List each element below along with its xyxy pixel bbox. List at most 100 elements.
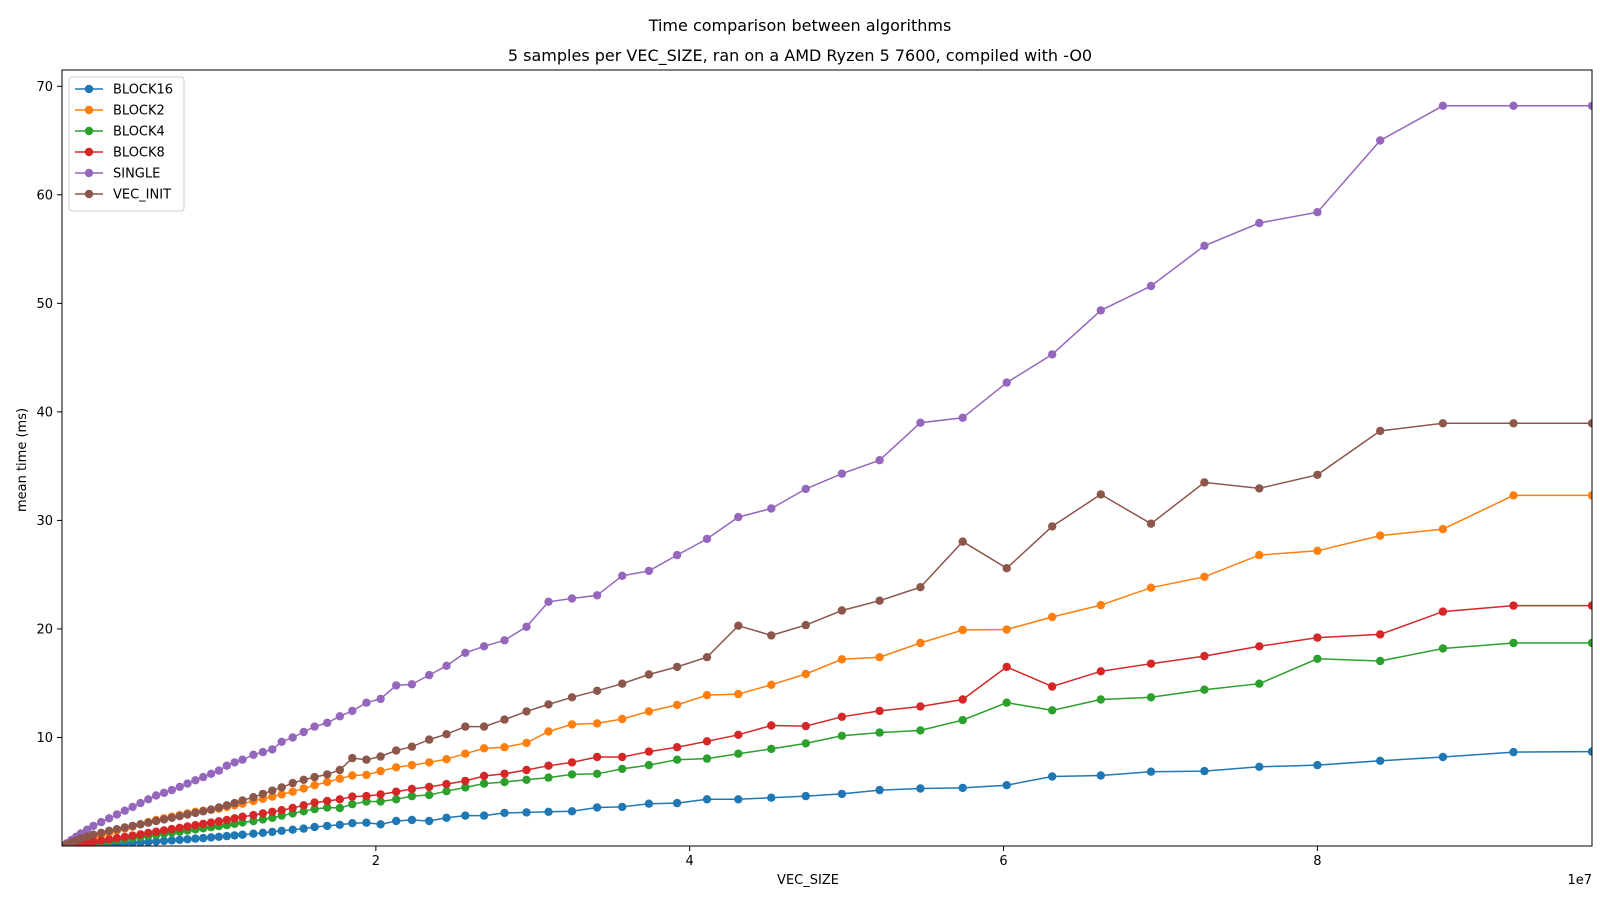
data-point-block16 <box>230 831 239 840</box>
data-point-block8 <box>128 831 137 840</box>
data-point-vec-init <box>544 700 553 709</box>
data-point-single <box>522 622 531 631</box>
data-point-block8 <box>238 812 247 821</box>
data-point-block16 <box>222 831 231 841</box>
data-point-block4 <box>544 773 553 782</box>
data-point-single <box>335 712 344 721</box>
data-point-block4 <box>592 769 602 778</box>
data-point-block2 <box>335 774 344 783</box>
data-point-vec-init <box>672 662 682 672</box>
data-point-block4 <box>801 739 810 748</box>
data-point-block8 <box>199 819 208 829</box>
data-point-block2 <box>837 655 847 664</box>
data-point-block4 <box>1255 679 1264 688</box>
data-point-block8 <box>167 824 176 834</box>
data-point-vec-init <box>214 803 224 812</box>
data-point-block8 <box>214 817 224 826</box>
data-point-block4 <box>407 791 417 801</box>
data-point-block2 <box>1313 546 1322 555</box>
data-point-vec-init <box>1146 519 1156 528</box>
data-point-block8 <box>258 809 268 818</box>
data-point-block16 <box>159 836 169 846</box>
x-axis-offset-label: 1e7 <box>1567 873 1592 888</box>
data-point-block8 <box>479 771 489 781</box>
data-point-block2 <box>407 760 417 770</box>
legend-marker-single <box>84 168 94 178</box>
data-point-vec-init <box>120 823 129 832</box>
data-point-block2 <box>1146 583 1156 592</box>
data-point-single <box>206 769 216 778</box>
data-point-block2 <box>461 749 470 758</box>
data-point-block16 <box>672 798 682 808</box>
data-point-block8 <box>618 752 627 762</box>
data-point-vec-init <box>288 778 297 788</box>
y-tick-label: 40 <box>36 405 53 420</box>
x-tick-label: 8 <box>1313 854 1321 869</box>
data-point-block4 <box>522 775 531 784</box>
data-point-block2 <box>916 638 925 648</box>
data-point-block8 <box>1200 651 1209 661</box>
series-group <box>62 101 1592 846</box>
data-point-block4 <box>875 728 884 737</box>
data-point-single <box>238 755 247 764</box>
data-point-single <box>249 750 258 759</box>
data-point-vec-init <box>734 621 743 630</box>
data-point-block8 <box>230 814 239 823</box>
data-point-single <box>323 718 332 727</box>
data-point-vec-init <box>376 752 385 761</box>
legend-marker-block2 <box>84 105 94 115</box>
data-point-block16 <box>191 834 200 843</box>
data-point-block8 <box>144 828 153 838</box>
data-point-block16 <box>837 789 847 799</box>
data-point-single <box>288 733 297 742</box>
data-point-vec-init <box>76 834 86 843</box>
data-point-block16 <box>916 784 925 793</box>
data-point-block8 <box>644 747 654 756</box>
data-point-block8 <box>335 795 344 804</box>
data-point-block2 <box>310 781 319 790</box>
data-point-block2 <box>1200 572 1209 581</box>
data-point-block8 <box>592 752 602 762</box>
data-point-block16 <box>299 824 308 833</box>
data-point-single <box>407 680 417 689</box>
data-point-block4 <box>335 803 344 813</box>
data-point-block2 <box>348 771 357 780</box>
y-tick-label: 10 <box>36 731 53 746</box>
data-point-block16 <box>1376 756 1385 765</box>
data-point-single <box>310 722 319 731</box>
data-point-vec-init <box>1313 470 1322 479</box>
data-point-block16 <box>206 833 216 842</box>
data-point-vec-init <box>1255 484 1264 493</box>
data-point-vec-init <box>335 765 344 775</box>
data-point-block2 <box>442 755 451 764</box>
data-point-block8 <box>1048 682 1057 691</box>
data-point-single <box>175 782 184 792</box>
data-point-block2 <box>644 707 654 716</box>
data-point-block2 <box>362 770 371 780</box>
data-point-vec-init <box>522 707 531 716</box>
data-point-single <box>425 670 434 680</box>
data-point-vec-init <box>348 753 357 763</box>
data-point-single <box>592 591 602 600</box>
data-point-vec-init <box>183 810 192 819</box>
data-point-vec-init <box>128 821 137 831</box>
data-point-block16 <box>1002 781 1011 790</box>
data-point-block16 <box>1200 766 1209 776</box>
legend-label-block2: BLOCK2 <box>113 104 165 119</box>
data-point-block16 <box>167 836 176 845</box>
data-point-vec-init <box>97 828 106 837</box>
data-point-vec-init <box>104 826 114 835</box>
data-point-block4 <box>644 760 654 770</box>
data-point-vec-init <box>277 783 286 792</box>
data-point-block2 <box>618 714 627 724</box>
data-point-block2 <box>734 689 743 699</box>
data-point-block4 <box>734 749 743 758</box>
data-point-block16 <box>348 819 357 828</box>
data-point-block8 <box>837 712 847 721</box>
legend-label-block16: BLOCK16 <box>113 83 173 98</box>
data-point-block8 <box>1509 601 1518 610</box>
data-point-single <box>702 534 712 544</box>
data-point-single <box>837 469 847 478</box>
data-point-block8 <box>544 761 553 770</box>
data-point-block16 <box>644 799 654 808</box>
